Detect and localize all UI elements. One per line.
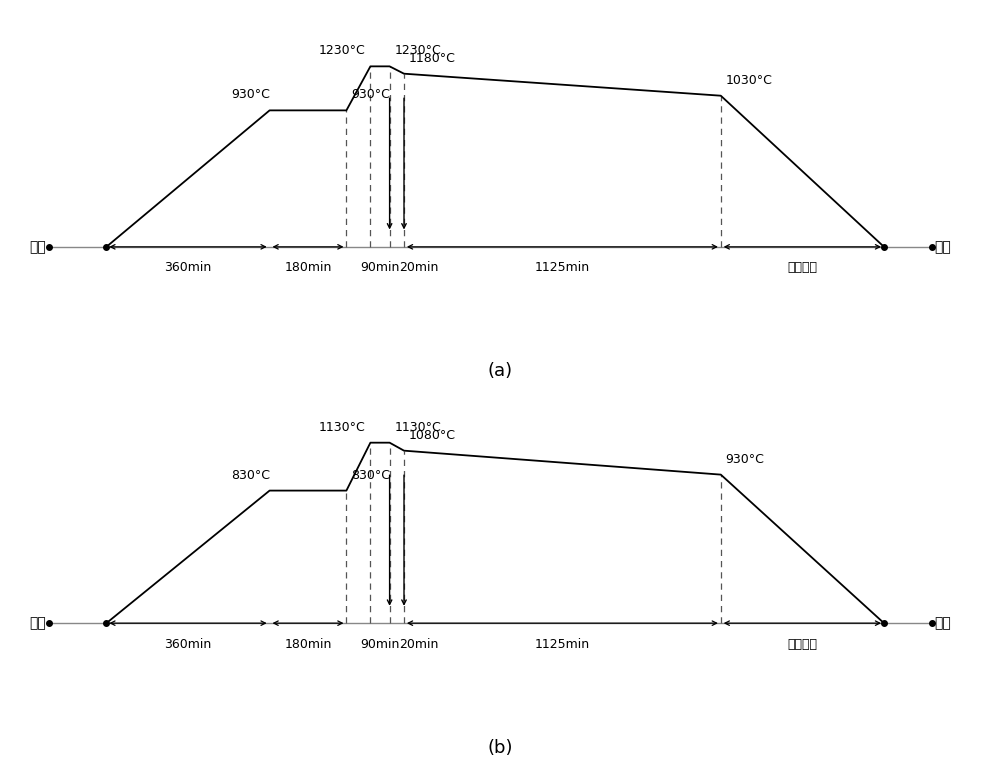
- Text: 1230°C: 1230°C: [394, 45, 441, 58]
- Text: 930°C: 930°C: [351, 88, 390, 101]
- Text: 830°C: 830°C: [231, 468, 270, 482]
- Text: 20min: 20min: [399, 637, 438, 650]
- Text: 自然冷却: 自然冷却: [787, 637, 817, 650]
- Text: 1080°C: 1080°C: [409, 429, 456, 442]
- Text: (b): (b): [487, 739, 513, 756]
- Text: 1030°C: 1030°C: [726, 74, 772, 87]
- Text: 360min: 360min: [164, 637, 212, 650]
- Text: 180min: 180min: [284, 261, 332, 274]
- Text: 830°C: 830°C: [351, 468, 390, 482]
- Text: 930°C: 930°C: [231, 88, 270, 101]
- Text: 930°C: 930°C: [726, 452, 764, 465]
- Text: 1125min: 1125min: [535, 637, 590, 650]
- Text: 1130°C: 1130°C: [319, 421, 366, 434]
- Text: 1230°C: 1230°C: [319, 45, 366, 58]
- Text: 90min: 90min: [360, 637, 400, 650]
- Text: 1125min: 1125min: [535, 261, 590, 274]
- Text: 室温: 室温: [934, 616, 951, 631]
- Text: 90min: 90min: [360, 261, 400, 274]
- Text: 室温: 室温: [30, 616, 46, 631]
- Text: 180min: 180min: [284, 637, 332, 650]
- Text: (a): (a): [487, 362, 513, 380]
- Text: 室温: 室温: [30, 240, 46, 254]
- Text: 1130°C: 1130°C: [394, 421, 441, 434]
- Text: 360min: 360min: [164, 261, 212, 274]
- Text: 室温: 室温: [934, 240, 951, 254]
- Text: 20min: 20min: [399, 261, 438, 274]
- Text: 自然冷却: 自然冷却: [787, 261, 817, 274]
- Text: 1180°C: 1180°C: [409, 51, 456, 65]
